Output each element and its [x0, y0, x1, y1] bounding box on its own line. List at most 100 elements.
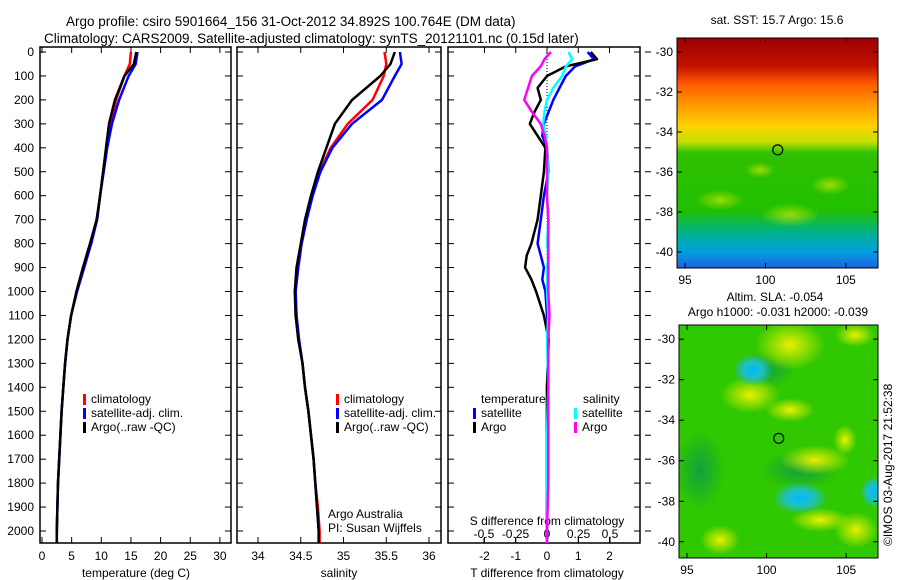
- temperature-ytick-label: 1200: [7, 332, 34, 346]
- difference-xtick-label: -1: [510, 549, 521, 563]
- temperature-line-1: [55, 51, 139, 543]
- sla-ytick-label: -32: [658, 373, 676, 387]
- temperature-xtick-label: 5: [68, 549, 75, 563]
- temperature-diff-legend-label: Argo: [481, 420, 507, 434]
- sst-patch: [745, 162, 775, 178]
- sla-patch: [833, 425, 857, 455]
- sst-map: 95 100 105 -30 -32 -34 -36 -38 -40: [656, 37, 879, 287]
- sst-patch: [760, 203, 820, 227]
- timestamp-text: ©IMOS 03-Aug-2017 21:52:38: [881, 383, 895, 546]
- temperature-legend-swatch: [83, 394, 86, 405]
- difference-panel-frame: [447, 46, 641, 544]
- title-line-1: Argo profile: csiro 5901664_156 31-Oct-2…: [66, 14, 516, 29]
- sst-ytick-label: -40: [656, 245, 674, 259]
- salinity-xtick-label: 34: [251, 549, 265, 563]
- temperature-ytick-label: 1900: [7, 500, 34, 514]
- temperature-diff-legend-swatch: [473, 422, 476, 433]
- salinity-diff-legend-label: satellite: [582, 406, 623, 420]
- difference-xtick-label: 1: [575, 549, 582, 563]
- temperature-panel-frame: [39, 46, 232, 544]
- temperature-ytick-label: 700: [14, 213, 34, 227]
- sla-map-title-1: Altim. SLA: -0.054: [727, 290, 824, 304]
- sst-patch: [810, 175, 850, 195]
- sla-ytick-label: -30: [658, 332, 676, 346]
- salinity-panel-frame: [236, 46, 442, 544]
- temperature-diff-legend-swatch: [473, 408, 476, 419]
- temperature-ytick-label: 1400: [7, 380, 34, 394]
- temperature-ytick-label: 200: [14, 93, 34, 107]
- sst-xtick-label: 95: [678, 273, 692, 287]
- sla-ytick-label: -40: [658, 535, 676, 549]
- sla-patch: [765, 398, 815, 422]
- sst-patch: [695, 190, 745, 210]
- sst-field: [677, 38, 878, 268]
- difference-line-1: [523, 51, 599, 543]
- sst-ytick-label: -38: [656, 205, 674, 219]
- difference-xtick-label: -2: [479, 549, 490, 563]
- sla-patch: [835, 325, 875, 347]
- salinity-legend-label: satellite-adj. clim.: [344, 406, 436, 420]
- temperature-ytick-label: 600: [14, 189, 34, 203]
- s-diff-tick-label: -0.5: [474, 527, 495, 541]
- salinity-xtick-label: 36: [422, 549, 436, 563]
- pi-text: PI: Susan Wijffels: [328, 521, 422, 535]
- temperature-legend-label: climatology: [91, 392, 151, 406]
- salinity-xlabel: salinity: [321, 566, 358, 580]
- sst-ytick-label: -32: [656, 85, 674, 99]
- temperature-xtick-label: 10: [95, 549, 109, 563]
- difference-xtick-label: 0: [544, 549, 551, 563]
- temperature-line-0: [55, 51, 133, 543]
- sst-map-title: sat. SST: 15.7 Argo: 15.6: [711, 13, 844, 27]
- legend-temperature-heading: temperature: [481, 392, 546, 406]
- title-line-2: Climatology: CARS2009. Satellite-adjuste…: [44, 31, 579, 46]
- salinity-line-1: [294, 51, 403, 543]
- salinity-legend-label: climatology: [344, 392, 404, 406]
- temperature-legend-swatch: [83, 422, 86, 433]
- s-diff-tick-label: 0.5: [602, 527, 619, 541]
- temperature-legend-label: Argo(..raw -QC): [91, 420, 176, 434]
- salinity-xtick-label: 35.5: [375, 549, 399, 563]
- temperature-ytick-label: 2000: [7, 524, 34, 538]
- sst-map-frame: [676, 37, 879, 269]
- sla-xtick-label: 100: [757, 563, 777, 577]
- sla-map-frame: [678, 324, 879, 559]
- salinity-xtick-label: 34.5: [289, 549, 313, 563]
- temperature-ytick-label: 1000: [7, 285, 34, 299]
- temperature-line-2: [55, 51, 138, 543]
- salinity-diff-legend-swatch: [574, 422, 577, 433]
- temperature-legend-label: satellite-adj. clim.: [91, 406, 183, 420]
- salinity-xtick-label: 35: [337, 549, 351, 563]
- difference-line-3: [523, 51, 552, 543]
- sst-xtick-label: 105: [836, 273, 856, 287]
- sla-patch: [720, 377, 780, 413]
- salinity-line-2: [293, 51, 396, 543]
- salinity-legend-swatch: [336, 408, 339, 419]
- salinity-line-0: [294, 51, 388, 543]
- sst-ytick-label: -30: [656, 45, 674, 59]
- salinity-legend-swatch: [336, 422, 339, 433]
- sst-ytick-label: -36: [656, 165, 674, 179]
- sla-map-title-2: Argo h1000: -0.031 h2000: -0.039: [688, 305, 868, 319]
- temperature-xtick-label: 0: [39, 549, 46, 563]
- temperature-ytick-label: 1300: [7, 356, 34, 370]
- sla-field: [679, 325, 878, 558]
- sla-patch: [679, 430, 725, 510]
- temperature-diff-legend-label: satellite: [481, 406, 522, 420]
- sst-xtick-label: 100: [755, 273, 775, 287]
- temperature-xtick-label: 15: [124, 549, 138, 563]
- sla-map: 95 100 105 -30 -32 -34 -36 -38 -40: [658, 324, 879, 577]
- sst-ytick-label: -34: [656, 125, 674, 139]
- salinity-diff-legend-label: Argo: [582, 420, 608, 434]
- s-diff-tick-label: 0.25: [567, 527, 591, 541]
- sla-ytick-label: -38: [658, 494, 676, 508]
- temperature-ytick-label: 0: [27, 45, 34, 59]
- sst-field-fill: [677, 38, 878, 268]
- temperature-legend-swatch: [83, 408, 86, 419]
- temperature-xtick-label: 20: [154, 549, 168, 563]
- temperature-ytick-label: 800: [14, 237, 34, 251]
- temperature-xtick-label: 30: [213, 549, 227, 563]
- argo-position-marker: [772, 144, 784, 156]
- sla-xtick-label: 105: [836, 563, 856, 577]
